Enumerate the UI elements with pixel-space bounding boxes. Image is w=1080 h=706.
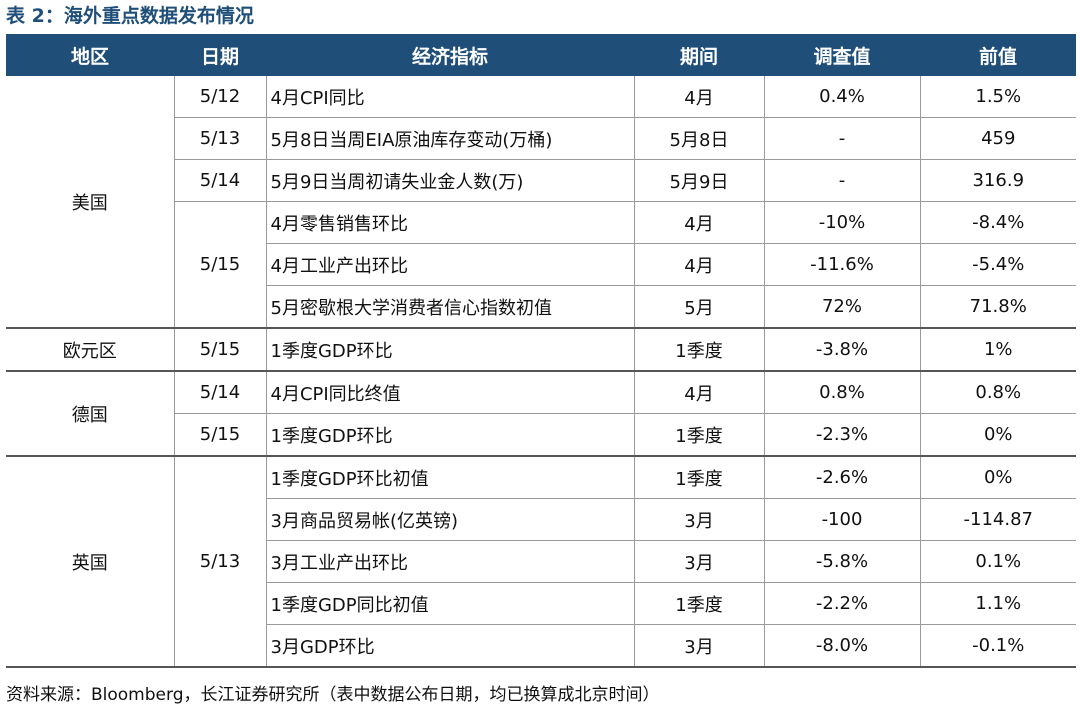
survey-cell: 0.8%: [763, 371, 920, 414]
survey-cell: -: [763, 117, 920, 160]
table-row: 3月商品贸易帐(亿英镑) 3月 -100 -114.87: [6, 498, 1076, 541]
header-previous: 前值: [920, 34, 1076, 76]
indicator-cell: 4月零售销售环比: [265, 201, 634, 244]
header-survey: 调查值: [764, 34, 920, 76]
survey-cell: -2.6%: [763, 456, 920, 499]
previous-cell: 0%: [919, 456, 1076, 499]
survey-cell: 72%: [763, 285, 920, 329]
date-cell: 5/13: [173, 456, 266, 668]
period-cell: 5月8日: [633, 117, 764, 160]
survey-cell: -2.2%: [763, 582, 920, 625]
period-cell: 4月: [633, 243, 764, 286]
header-row: 地区 日期 经济指标 期间 调查值 前值: [6, 34, 1076, 76]
table-row: 5月密歇根大学消费者信心指数初值 5月 72% 71.8%: [6, 285, 1076, 329]
region-cell: 英国: [6, 456, 174, 668]
indicator-cell: 3月商品贸易帐(亿英镑): [265, 498, 634, 541]
survey-cell: -8.0%: [763, 624, 920, 668]
period-cell: 4月: [633, 371, 764, 414]
period-cell: 1季度: [633, 456, 764, 499]
survey-cell: -10%: [763, 201, 920, 244]
date-cell: 5/14: [173, 371, 266, 414]
table-row: 德国 5/14 4月CPI同比终值 4月 0.8% 0.8%: [6, 371, 1076, 457]
table-row: 欧元区 5/15 1季度GDP环比 1季度 -3.8% 1%: [6, 328, 1076, 372]
region-cell: 德国: [6, 371, 174, 457]
previous-cell: 0.8%: [919, 371, 1076, 414]
table-row: 英国 5/13 1季度GDP环比初值 1季度 -2.6% 0%: [6, 456, 1076, 668]
indicator-cell: 3月GDP环比: [265, 624, 634, 668]
period-cell: 1季度: [633, 328, 764, 372]
survey-cell: -5.8%: [763, 540, 920, 583]
previous-cell: -0.1%: [919, 624, 1076, 668]
header-indicator: 经济指标: [266, 34, 634, 76]
survey-cell: -2.3%: [763, 413, 920, 457]
period-cell: 1季度: [633, 413, 764, 457]
table-row: 4月工业产出环比 4月 -11.6% -5.4%: [6, 243, 1076, 286]
period-cell: 3月: [633, 498, 764, 541]
previous-cell: 71.8%: [919, 285, 1076, 329]
previous-cell: 1.5%: [919, 76, 1076, 118]
previous-cell: 1.1%: [919, 582, 1076, 625]
date-cell: 5/13: [173, 117, 266, 160]
header-date: 日期: [174, 34, 266, 76]
date-cell: 5/15: [173, 201, 266, 329]
table-row: 5/14 5月9日当周初请失业金人数(万) 5月9日 - 316.9: [6, 159, 1076, 202]
table-row: 5/15 4月零售销售环比 4月 -10% -8.4%: [6, 201, 1076, 329]
table-row: 3月工业产出环比 3月 -5.8% 0.1%: [6, 540, 1076, 583]
date-cell: 5/12: [173, 76, 266, 118]
header-region: 地区: [6, 34, 174, 76]
survey-cell: -3.8%: [763, 328, 920, 372]
period-cell: 1季度: [633, 582, 764, 625]
survey-cell: -11.6%: [763, 243, 920, 286]
previous-cell: 1%: [919, 328, 1076, 372]
indicator-cell: 5月9日当周初请失业金人数(万): [265, 159, 634, 202]
indicator-cell: 1季度GDP环比初值: [265, 456, 634, 499]
indicator-cell: 5月密歇根大学消费者信心指数初值: [265, 285, 634, 329]
previous-cell: -5.4%: [919, 243, 1076, 286]
table-row: 5/15 1季度GDP环比 1季度 -2.3% 0%: [6, 413, 1076, 457]
date-cell: 5/15: [173, 413, 266, 457]
period-cell: 5月: [633, 285, 764, 329]
indicator-cell: 1季度GDP环比: [265, 413, 634, 457]
indicator-cell: 1季度GDP同比初值: [265, 582, 634, 625]
survey-cell: -: [763, 159, 920, 202]
table-row: 1季度GDP同比初值 1季度 -2.2% 1.1%: [6, 582, 1076, 625]
previous-cell: -114.87: [919, 498, 1076, 541]
data-table: 地区 日期 经济指标 期间 调查值 前值 美国 5/12 4月CPI同比 4月 …: [6, 34, 1076, 668]
indicator-cell: 4月CPI同比: [265, 76, 634, 118]
previous-cell: 459: [919, 117, 1076, 160]
period-cell: 5月9日: [633, 159, 764, 202]
previous-cell: 0.1%: [919, 540, 1076, 583]
period-cell: 3月: [633, 624, 764, 668]
table-row: 美国 5/12 4月CPI同比 4月 0.4% 1.5%: [6, 76, 1076, 329]
indicator-cell: 3月工业产出环比: [265, 540, 634, 583]
survey-cell: -100: [763, 498, 920, 541]
table-title: 表 2：海外重点数据发布情况: [6, 5, 254, 27]
table-row: 3月GDP环比 3月 -8.0% -0.1%: [6, 624, 1076, 668]
survey-cell: 0.4%: [763, 76, 920, 118]
indicator-cell: 5月8日当周EIA原油库存变动(万桶): [265, 117, 634, 160]
previous-cell: 316.9: [919, 159, 1076, 202]
indicator-cell: 4月CPI同比终值: [265, 371, 634, 414]
date-cell: 5/14: [173, 159, 266, 202]
indicator-cell: 4月工业产出环比: [265, 243, 634, 286]
table-row: 5/13 5月8日当周EIA原油库存变动(万桶) 5月8日 - 459: [6, 117, 1076, 160]
date-cell: 5/15: [173, 328, 266, 372]
previous-cell: 0%: [919, 413, 1076, 457]
previous-cell: -8.4%: [919, 201, 1076, 244]
indicator-cell: 1季度GDP环比: [265, 328, 634, 372]
region-cell: 美国: [6, 76, 174, 329]
period-cell: 3月: [633, 540, 764, 583]
region-cell: 欧元区: [6, 328, 174, 372]
period-cell: 4月: [633, 76, 764, 118]
source-note: 资料来源：Bloomberg，长江证券研究所（表中数据公布日期，均已换算成北京时…: [6, 685, 660, 705]
period-cell: 4月: [633, 201, 764, 244]
header-period: 期间: [634, 34, 764, 76]
